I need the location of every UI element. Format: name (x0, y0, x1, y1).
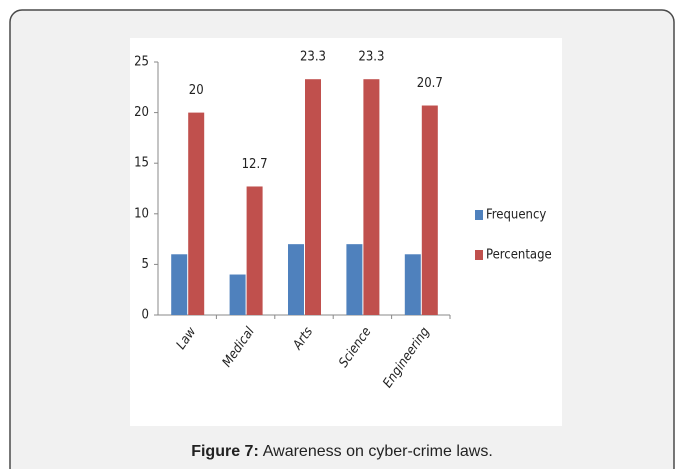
legend-label: Percentage (486, 248, 552, 263)
bar (246, 186, 263, 315)
bar (346, 244, 363, 315)
bar (363, 79, 380, 315)
bar (305, 79, 321, 315)
y-tick-label: 0 (142, 308, 149, 323)
data-label: 23.3 (300, 50, 326, 65)
y-tick-label: 5 (142, 257, 149, 272)
bar (404, 254, 421, 315)
data-label: 23.3 (358, 50, 384, 65)
caption-text: Awareness on cyber-crime laws. (263, 443, 493, 460)
legend-label: Frequency (486, 208, 546, 223)
legend-swatch (475, 250, 483, 260)
y-tick-label: 25 (134, 55, 149, 70)
bar (421, 105, 438, 316)
data-label: 20.7 (417, 76, 443, 91)
bar (229, 274, 246, 315)
legend-swatch (475, 210, 483, 220)
data-label: 12.7 (242, 157, 268, 172)
bar (171, 254, 188, 315)
data-label: 20 (189, 83, 204, 98)
y-tick-label: 15 (134, 156, 149, 171)
caption-label: Figure 7: (191, 443, 259, 460)
caption: Figure 7: Awareness on cyber-crime laws. (191, 443, 493, 460)
bar (288, 244, 304, 315)
y-tick-label: 10 (134, 206, 149, 221)
bar (188, 112, 205, 315)
y-tick-label: 20 (134, 105, 149, 120)
